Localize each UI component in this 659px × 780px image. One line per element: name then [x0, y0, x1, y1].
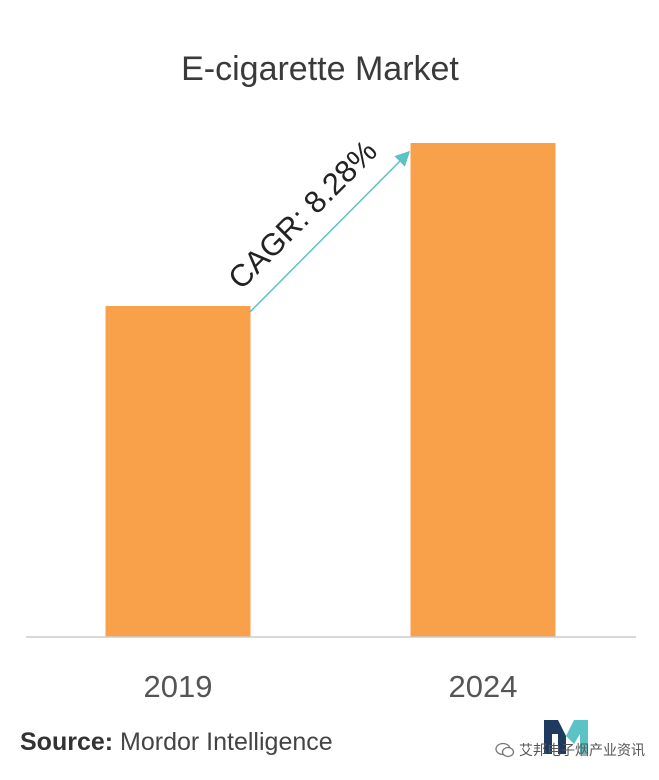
bar-2024: [410, 143, 556, 637]
x-tick-label-2024: 2024: [449, 669, 518, 704]
source-text: Mordor Intelligence: [120, 728, 333, 756]
watermark: 艾邦电子烟产业资讯: [495, 740, 645, 760]
wechat-icon: [495, 742, 515, 758]
x-tick-label-2019: 2019: [144, 669, 213, 704]
bar-2019: [105, 306, 251, 637]
source-label: Source:: [20, 728, 114, 756]
cagr-annotation: CAGR: 8.28%: [221, 133, 383, 295]
chart: E-cigarette Market 2019 2024 CAGR: 8.28%: [26, 50, 636, 704]
cagr-arrow: [249, 150, 411, 313]
source-note: Source: Mordor Intelligence: [20, 728, 333, 757]
chart-title: E-cigarette Market: [181, 50, 459, 88]
mordor-logo-icon: [544, 720, 588, 754]
watermark-text: 艾邦电子烟产业资讯: [519, 742, 645, 758]
